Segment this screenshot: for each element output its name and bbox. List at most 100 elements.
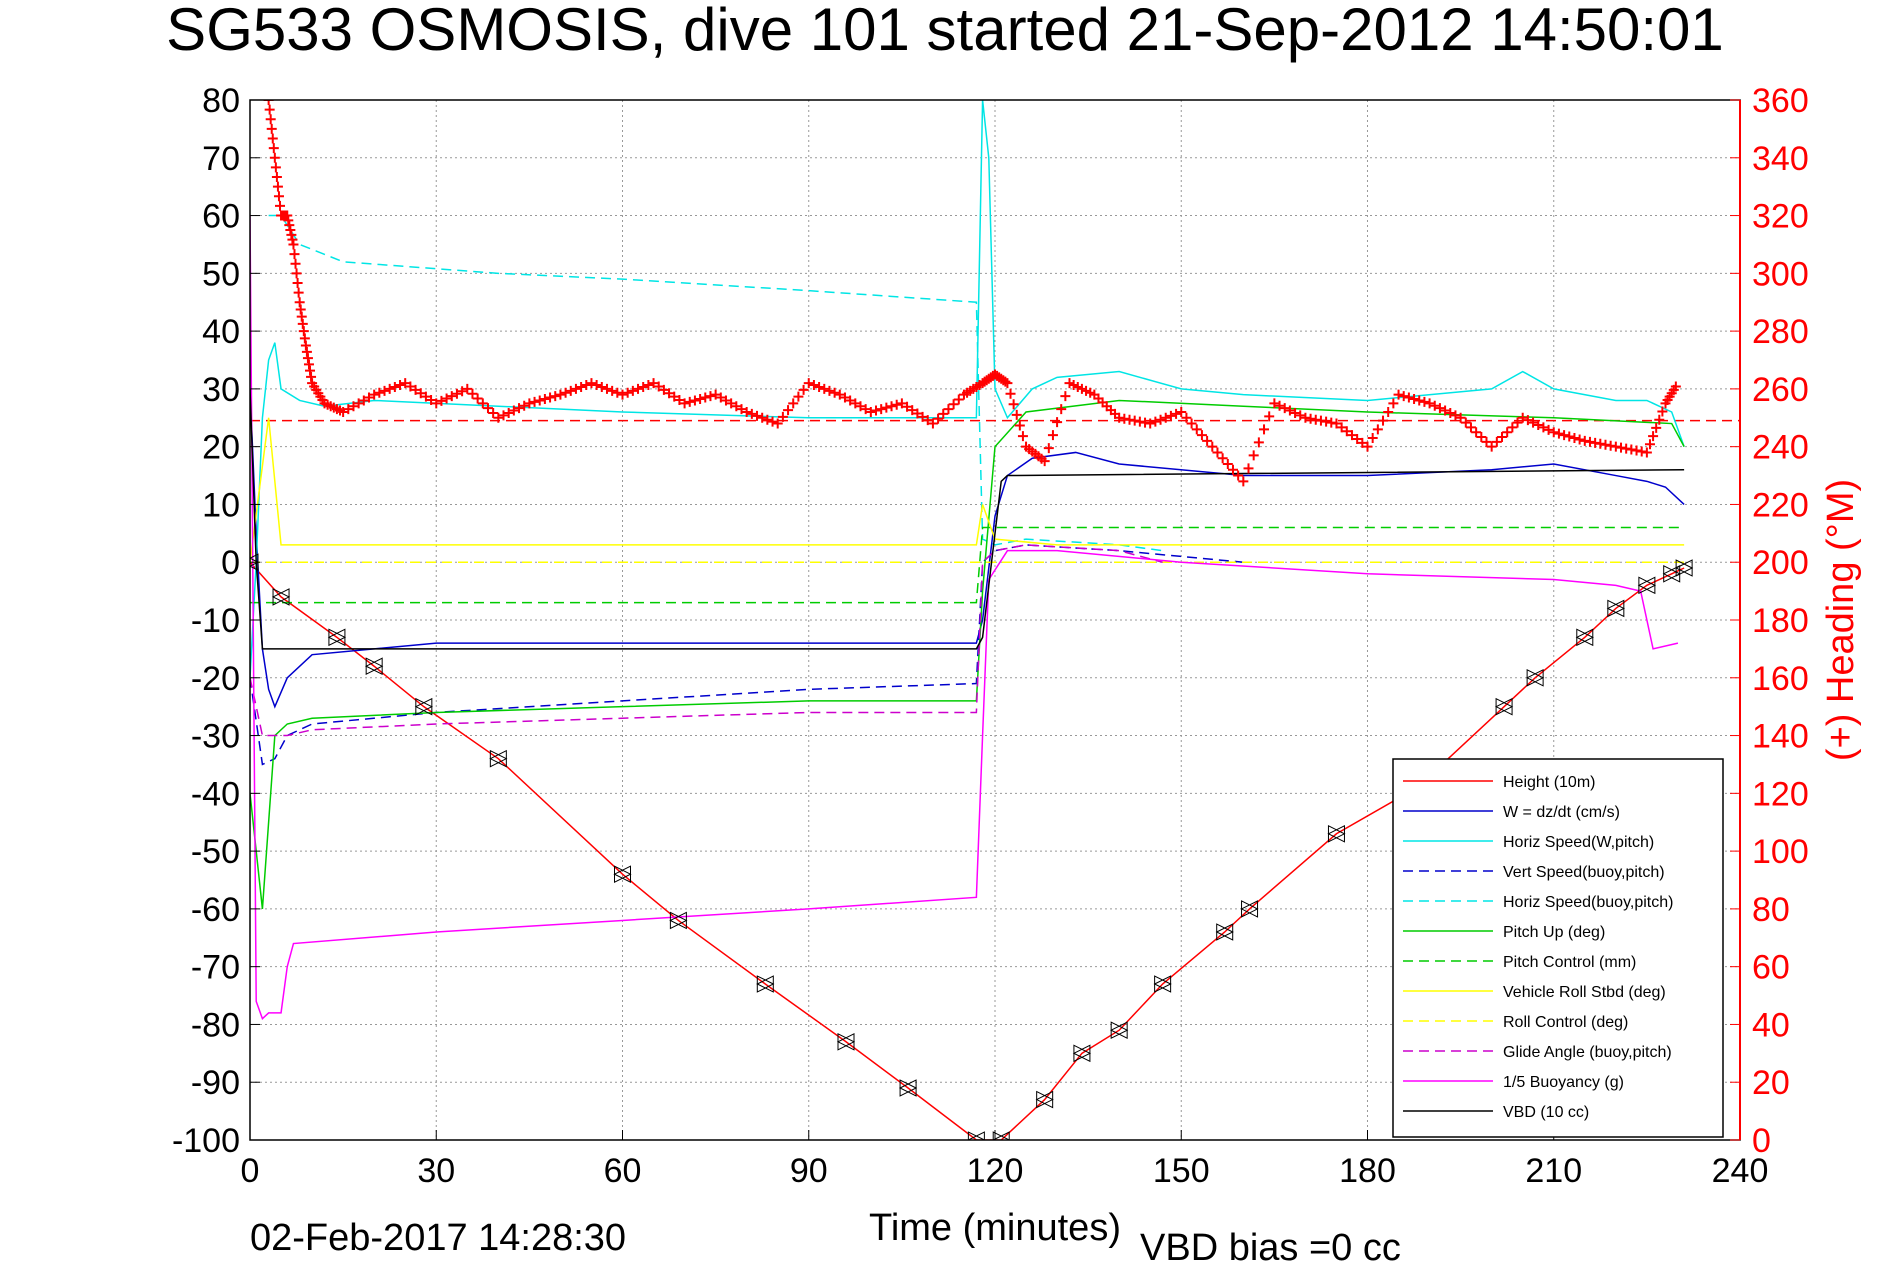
heading-point (1212, 447, 1223, 458)
heading-point (684, 396, 695, 407)
heading-point (266, 123, 277, 134)
heading-point (270, 162, 281, 173)
heading-point (726, 398, 737, 409)
height-marker (414, 697, 433, 716)
heading-point (938, 408, 949, 419)
heading-point (1002, 378, 1013, 389)
heading-point (303, 359, 314, 370)
heading-point (1362, 441, 1373, 452)
heading-point (1000, 376, 1011, 387)
heading-point (689, 395, 700, 406)
heading-point (1455, 412, 1466, 423)
heading-point (674, 394, 685, 405)
heading-point (664, 388, 675, 399)
x-tick-label: 210 (1525, 1152, 1582, 1190)
heading-point (581, 380, 592, 391)
heading-point (284, 220, 295, 231)
heading-point (741, 407, 752, 417)
heading-point (1528, 417, 1539, 428)
heading-point (917, 411, 928, 422)
height-marker (1035, 1090, 1054, 1109)
y-tick-label-right: 120 (1752, 775, 1809, 813)
heading-point (353, 398, 364, 409)
heading-point (1497, 432, 1508, 443)
heading-point (1346, 430, 1357, 441)
heading-point (1017, 431, 1028, 442)
heading-point (834, 389, 845, 400)
heading-point (1486, 441, 1497, 452)
heading-point (839, 392, 850, 403)
heading-point (1388, 398, 1399, 409)
heading-point (524, 398, 535, 409)
series-line-w-dz-dt-cm-s (250, 388, 1685, 709)
x-tick-label: 240 (1712, 1152, 1769, 1190)
heading-point (1217, 453, 1228, 464)
y-tick-label: 80 (202, 82, 240, 120)
heading-point (757, 412, 768, 423)
heading-point (1341, 426, 1352, 437)
heading-point (514, 403, 525, 414)
heading-point (1564, 431, 1575, 442)
heading-point (472, 393, 483, 404)
heading-point (1039, 456, 1050, 467)
heading-point (824, 385, 835, 396)
heading-point (269, 152, 280, 163)
heading-point (845, 395, 856, 406)
heading-point (265, 114, 276, 125)
heading-point (601, 383, 612, 394)
heading-point (289, 249, 300, 260)
height-marker (669, 911, 688, 930)
heading-point (534, 395, 545, 406)
heading-point (1008, 399, 1019, 410)
heading-point (902, 401, 913, 412)
heading-point (363, 392, 374, 403)
heading-point (296, 311, 307, 322)
heading-point (539, 394, 550, 404)
heading-point (282, 210, 293, 221)
heading-point (1222, 459, 1233, 469)
series-line-vehicle-roll-stbd-deg (250, 417, 1685, 563)
heading-point (865, 407, 876, 417)
heading-point (1460, 417, 1471, 428)
heading-point (1043, 443, 1054, 454)
x-tick-label: 60 (604, 1152, 642, 1190)
heading-point (550, 391, 561, 402)
height-marker (1575, 628, 1594, 647)
y-tick-label-right: 220 (1752, 486, 1809, 524)
heading-point (1553, 428, 1564, 439)
heading-point (617, 389, 628, 400)
heading-point (1238, 476, 1249, 487)
heading-point (705, 391, 716, 402)
heading-point (555, 389, 566, 400)
heading-point (545, 392, 556, 403)
heading-point (1465, 422, 1476, 433)
height-marker (967, 1131, 986, 1140)
y-tick-label-right: 280 (1752, 313, 1809, 351)
heading-point (633, 383, 644, 394)
heading-point (1336, 422, 1347, 433)
height-marker (756, 975, 775, 993)
height-marker (1606, 599, 1625, 618)
heading-point (746, 408, 757, 419)
chart-title: SG533 OSMOSIS, dive 101 started 21-Sep-2… (166, 0, 1724, 63)
heading-point (1434, 403, 1445, 414)
heading-point (267, 133, 278, 144)
heading-point (1259, 424, 1270, 435)
y-tick-label: 40 (202, 313, 240, 351)
height-marker (327, 628, 347, 647)
legend: Height (10m) W = dz/dt (cm/s) Horiz Speed(… (1392, 758, 1724, 1138)
heading-point (1393, 389, 1404, 400)
heading-point (1670, 381, 1681, 392)
series-line-vbd-10-cc (250, 388, 1685, 650)
y-tick-label-right: 60 (1752, 949, 1790, 987)
heading-point (431, 398, 442, 409)
heading-point (855, 401, 866, 412)
heading-point (1150, 416, 1161, 427)
legend-label-roll-control-deg: Roll Control (deg) (1503, 1014, 1628, 1031)
x-tick-label: 0 (241, 1152, 260, 1190)
heading-point (710, 389, 721, 400)
heading-point (1574, 434, 1585, 445)
heading-point (283, 215, 294, 226)
y-tick-label: 0 (221, 544, 240, 582)
heading-point (426, 394, 437, 405)
